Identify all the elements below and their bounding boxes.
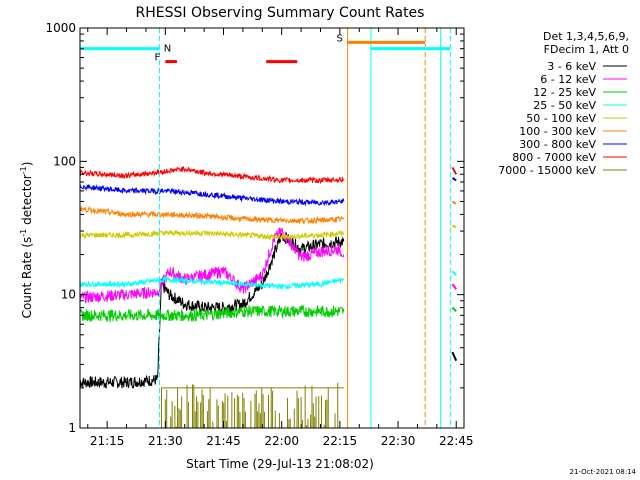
x-tick-label: 22:00 [264, 434, 299, 448]
late-segment-line [451, 224, 457, 229]
legend-label: 3 - 6 keV [547, 60, 596, 73]
x-tick-label: 21:30 [148, 434, 183, 448]
annotation-label: F [154, 53, 160, 64]
late-segment-line [451, 283, 457, 290]
legend-label: 6 - 12 keV [540, 73, 596, 86]
axes: 1 10 100 1000 21:15 21:30 21:45 22:00 22:15 22:30… [45, 21, 473, 448]
series-line-7000-15000-kev [80, 387, 344, 429]
y-tick-label: 1000 [45, 21, 76, 35]
late-segment-line [451, 200, 457, 205]
y-axis-label: Count Rate (s-1 detector-1) [19, 162, 34, 319]
annotation-label: S [336, 33, 342, 44]
series-line-6-12-kev [79, 227, 345, 304]
late-segment-line [451, 166, 458, 175]
x-axis-label: Start Time (29-Jul-13 21:08:02) [186, 457, 374, 471]
legend-label: 7000 - 15000 keV [498, 164, 596, 177]
x-tick-label: 21:45 [206, 434, 241, 448]
x-tick-label: 22:45 [439, 434, 474, 448]
legend-label: 300 - 800 keV [519, 138, 596, 151]
y-tick-label: 1 [68, 421, 76, 435]
x-tick-label: 22:15 [323, 434, 358, 448]
timestamp: 21-Oct-2021 08:14 [570, 468, 637, 476]
legend-label: 25 - 50 keV [533, 99, 596, 112]
legend-label: 100 - 300 keV [519, 125, 596, 138]
legend-label: 800 - 7000 keV [512, 151, 596, 164]
series-line-50-100-kev [79, 230, 345, 241]
series-line-3-6-kev [79, 232, 345, 389]
plot-area: N S F [79, 28, 458, 429]
legend: Det 1,3,4,5,6,9,FDecim 1, Att 0 3 - 6 keV… [498, 30, 629, 177]
legend-header-1: Det 1,3,4,5,6,9, [543, 30, 629, 43]
late-segment-line [451, 177, 457, 182]
x-tick-label: 21:15 [90, 434, 125, 448]
y-tick-label: 10 [61, 288, 76, 302]
series-line-800-7000-kev [79, 166, 344, 185]
annotation-label: N [164, 44, 171, 55]
x-tick-label: 22:30 [381, 434, 416, 448]
series-line-100-300-kev [79, 205, 345, 225]
legend-label: 12 - 25 keV [533, 86, 596, 99]
series-line-300-800-kev [79, 183, 345, 207]
late-segment-line [451, 306, 457, 313]
series-line-12-25-kev [79, 304, 345, 323]
legend-header-2: FDecim 1, Att 0 [544, 43, 629, 56]
plot-frame [79, 27, 465, 429]
series-line-25-50-kev [79, 275, 345, 291]
series-spikes-7000-15000-kev [164, 382, 339, 428]
chart-title: RHESSI Observing Summary Count Rates [136, 5, 425, 21]
late-segment-line [451, 351, 458, 362]
late-segment-line [451, 270, 457, 276]
legend-label: 50 - 100 keV [526, 112, 596, 125]
y-tick-label: 100 [53, 154, 76, 168]
